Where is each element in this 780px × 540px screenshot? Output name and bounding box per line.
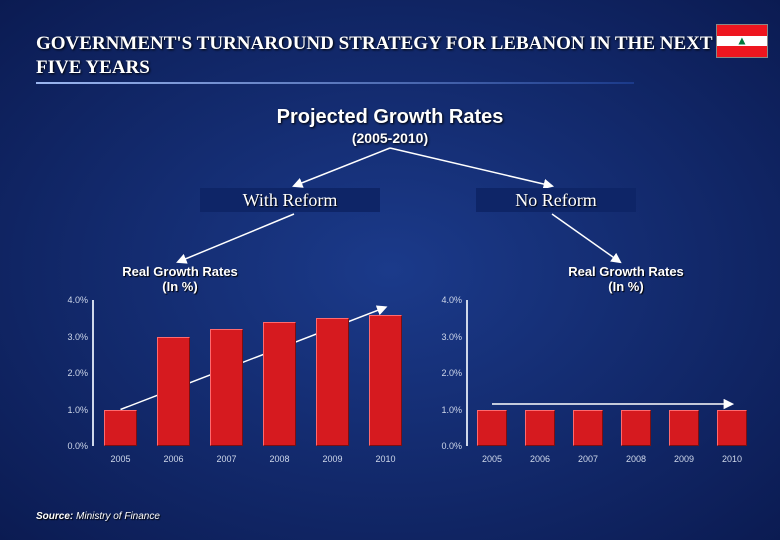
branch-arrows [0,146,780,206]
y-tick-label: 3.0% [441,332,462,342]
x-tick-label: 2010 [375,454,395,464]
bar [477,410,507,447]
left-chart-y-labels: 0.0%1.0%2.0%3.0%4.0% [56,300,90,446]
right-chart-x-labels: 2005 2006 2007 2008 2009 2010 [468,450,756,470]
bar [210,329,243,446]
right-chart-trend-line [468,300,756,446]
bar [104,410,137,447]
y-tick-label: 4.0% [67,295,88,305]
bar [573,410,603,447]
y-tick-label: 0.0% [441,441,462,451]
right-chart-plot [468,300,756,446]
chart-arrows [0,212,780,272]
y-tick-label: 3.0% [67,332,88,342]
bar [525,410,555,447]
bar [157,337,190,447]
bar [669,410,699,447]
right-chart-y-labels: 0.0%1.0%2.0%3.0%4.0% [430,300,464,446]
left-chart-plot [94,300,412,446]
x-tick-label: 2008 [269,454,289,464]
x-tick-label: 2007 [216,454,236,464]
y-tick-label: 4.0% [441,295,462,305]
y-tick-label: 2.0% [67,368,88,378]
x-tick-label: 2007 [578,454,598,464]
y-tick-label: 0.0% [67,441,88,451]
slide-root: ▲ GOVERNMENT'S TURNAROUND STRATEGY FOR L… [0,0,780,540]
bar [369,315,402,446]
slide-title-text: GOVERNMENT'S TURNAROUND STRATEGY FOR LEB… [36,32,736,80]
x-tick-label: 2006 [530,454,550,464]
bar [316,318,349,446]
y-tick-label: 1.0% [67,405,88,415]
x-tick-label: 2010 [722,454,742,464]
x-tick-label: 2009 [674,454,694,464]
bar [621,410,651,447]
right-chart-title: Real Growth Rates(In %) [526,264,726,294]
right-chart: 0.0%1.0%2.0%3.0%4.0% 2005200620072008200… [430,300,760,470]
y-tick-label: 2.0% [441,368,462,378]
bar [717,410,747,447]
x-tick-label: 2009 [322,454,342,464]
source-citation: Source: Ministry of Finance [36,511,160,522]
subtitle-line2: (2005-2010) [0,130,780,146]
y-tick-label: 1.0% [441,405,462,415]
x-tick-label: 2005 [110,454,130,464]
bar [263,322,296,446]
cedar-icon: ▲ [736,34,748,46]
slide-title: GOVERNMENT'S TURNAROUND STRATEGY FOR LEB… [36,32,736,80]
subtitle-line1: Projected Growth Rates [0,106,780,129]
left-chart-title: Real Growth Rates(In %) [80,264,280,294]
title-underline [36,82,634,84]
left-chart-trend-line [94,300,412,446]
left-chart-x-labels: 2005 2006 2007 2008 2009 2010 [94,450,412,470]
scenario-label-with-reform: With Reform [200,188,380,212]
x-tick-label: 2008 [626,454,646,464]
x-tick-label: 2006 [163,454,183,464]
scenario-label-no-reform: No Reform [476,188,636,212]
left-chart: 0.0%1.0%2.0%3.0%4.0% 2005200620072008200… [56,300,416,470]
x-tick-label: 2005 [482,454,502,464]
